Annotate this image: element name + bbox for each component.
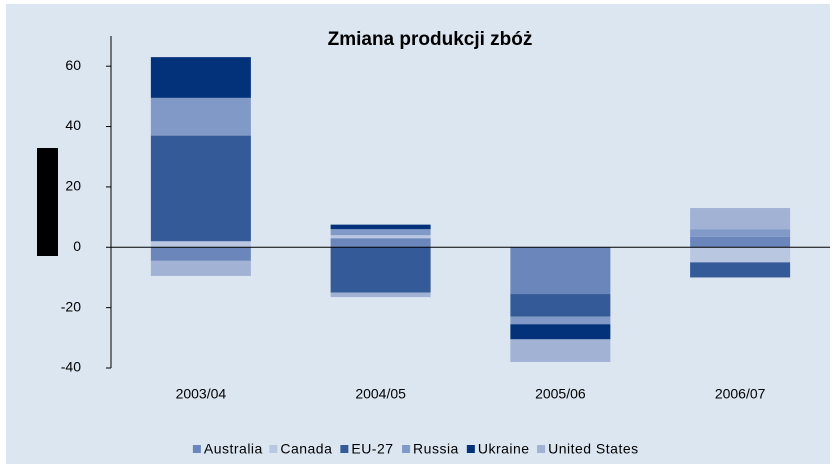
legend-label: Ukraine bbox=[478, 441, 530, 457]
y-tick-label: 20 bbox=[65, 178, 81, 194]
bar-segment bbox=[690, 247, 791, 263]
bar-segment bbox=[510, 316, 611, 325]
bar-segment bbox=[330, 229, 431, 236]
bar-segment bbox=[330, 238, 431, 248]
bar-segment bbox=[150, 241, 251, 248]
legend-label: Russia bbox=[413, 441, 459, 457]
legend-label: Australia bbox=[204, 441, 263, 457]
bar-segment bbox=[510, 247, 611, 295]
bar-segment bbox=[510, 339, 611, 362]
y-tick-label: 60 bbox=[65, 57, 81, 73]
bar-segment bbox=[510, 324, 611, 340]
legend-label: United States bbox=[548, 441, 639, 457]
bar-segment bbox=[690, 236, 791, 248]
legend-label: Canada bbox=[280, 441, 332, 457]
chart-title: Zmiana produkcji zbóż bbox=[328, 29, 533, 50]
legend-swatch bbox=[269, 445, 278, 453]
bar-segment bbox=[150, 97, 251, 136]
bar-segment bbox=[150, 247, 251, 261]
bar-segment bbox=[330, 224, 431, 230]
bar-segment bbox=[690, 262, 791, 278]
bar-segment bbox=[330, 292, 431, 298]
y-tick-label: -40 bbox=[61, 359, 81, 375]
y-tick-label: 0 bbox=[73, 238, 81, 254]
bar-segment bbox=[330, 235, 431, 239]
x-tick-label: 2005/06 bbox=[535, 386, 586, 402]
x-tick-label: 2004/05 bbox=[355, 386, 406, 402]
bar-segment bbox=[690, 208, 791, 230]
x-tick-label: 2006/07 bbox=[715, 386, 766, 402]
legend-swatch bbox=[402, 445, 411, 453]
bar-segment bbox=[150, 135, 251, 242]
bar-segment bbox=[330, 247, 431, 293]
bar-segment bbox=[510, 294, 611, 317]
legend-label: EU-27 bbox=[351, 441, 393, 457]
y-tick-label: -20 bbox=[61, 298, 81, 314]
legend-swatch bbox=[466, 445, 475, 453]
legend-swatch bbox=[537, 445, 546, 453]
legend-swatch bbox=[192, 445, 201, 453]
y-axis-label-block bbox=[37, 148, 58, 256]
bar-segment bbox=[690, 229, 791, 237]
x-tick-label: 2003/04 bbox=[176, 386, 227, 402]
legend-swatch bbox=[340, 445, 349, 453]
bar-segment bbox=[150, 57, 251, 98]
bar-segment bbox=[150, 260, 251, 276]
y-tick-label: 40 bbox=[65, 117, 81, 133]
